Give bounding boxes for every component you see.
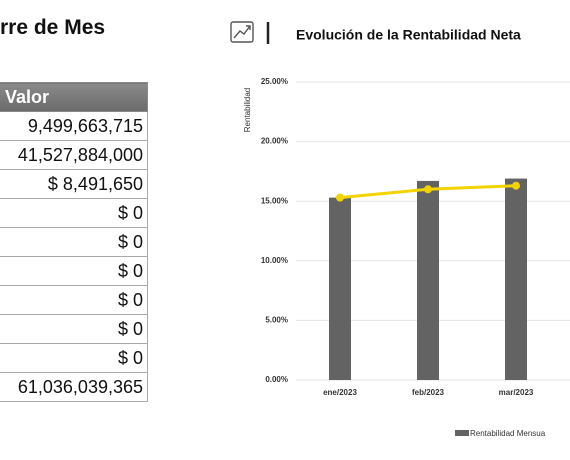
table-cell: $ 0	[0, 343, 148, 373]
table-title: rre de Mes	[0, 16, 106, 39]
y-tick-label: 5.00%	[265, 316, 288, 325]
table-cell: $ 0	[0, 285, 148, 315]
bar	[329, 197, 351, 380]
y-tick-label: 10.00%	[261, 256, 288, 265]
line-marker	[512, 181, 520, 190]
table-cell: $ 8,491,650	[0, 169, 148, 199]
y-tick-label: 15.00%	[261, 196, 288, 205]
line-marker	[424, 185, 432, 194]
table-cell: $ 0	[0, 314, 148, 344]
line-marker	[336, 193, 344, 202]
x-tick-label: ene/2023	[323, 388, 357, 397]
y-tick-label: 25.00%	[261, 77, 288, 86]
x-tick-label: feb/2023	[412, 388, 445, 397]
y-tick-label: 20.00%	[261, 137, 288, 146]
bar	[417, 180, 439, 380]
table-cell: $ 0	[0, 198, 148, 228]
legend-label: Rentabilidad Mensua	[470, 429, 546, 438]
table-cell: 41,527,884,000	[0, 140, 148, 170]
x-tick-label: mar/2023	[499, 388, 534, 397]
chart-title: Evolución de la Rentabilidad Neta	[296, 27, 521, 43]
value-table: Valor 9,499,663,715 41,527,884,000 $ 8,491…	[0, 82, 148, 402]
bar	[505, 178, 527, 380]
y-tick-label: 0.00%	[265, 375, 288, 384]
table-cell: $ 0	[0, 227, 148, 257]
legend-swatch	[455, 430, 469, 436]
table-cell: 61,036,039,365	[0, 372, 148, 402]
y-axis-label: Rentabilidad	[243, 88, 252, 132]
chart-icon	[230, 21, 254, 43]
